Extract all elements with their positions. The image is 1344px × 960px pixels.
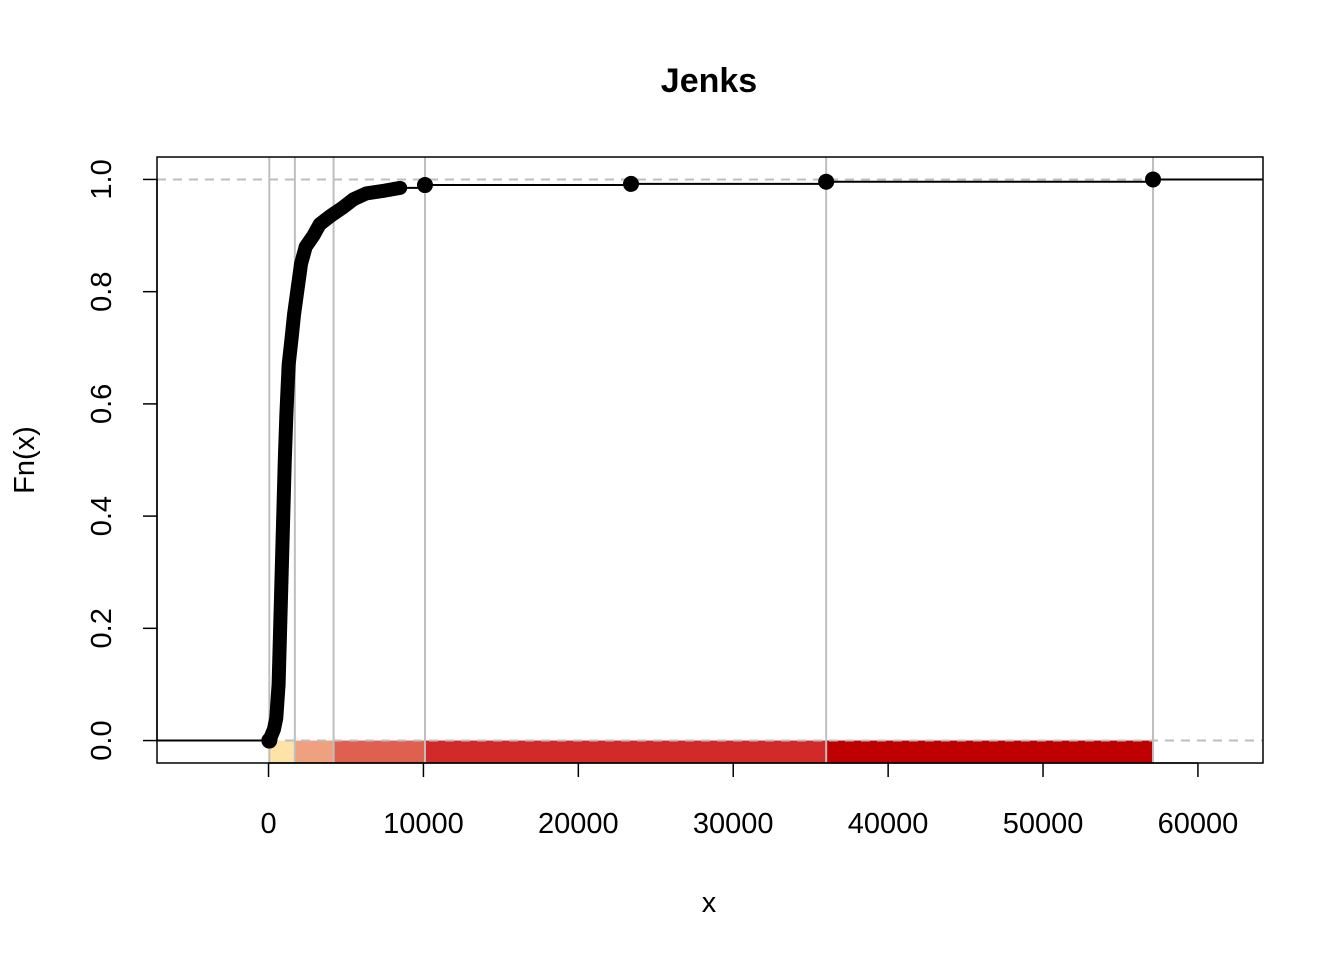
- x-tick-label-5: 50000: [1003, 808, 1084, 840]
- ecdf-points: [261, 171, 1162, 749]
- y-tick-label-3: 0.6: [86, 384, 118, 424]
- y-axis-label: Fn(x): [9, 426, 41, 494]
- class-band-2: [294, 740, 334, 763]
- class-band-5: [826, 740, 1154, 763]
- ecdf-step-lines: [157, 178, 1263, 748]
- class-band-1: [269, 740, 295, 763]
- y-tick-label-5: 1.0: [86, 159, 118, 199]
- data-point-3: [818, 173, 835, 190]
- dense-curve: [262, 180, 408, 748]
- reference-lines: [157, 178, 1263, 742]
- y-tick-label-1: 0.2: [86, 608, 118, 648]
- data-point-1: [416, 177, 433, 194]
- class-band-4: [424, 740, 827, 763]
- x-tick-label-4: 40000: [848, 808, 929, 840]
- axes: 0 10000 20000 30000 40000 50000 60000 0.0 0.2 0.4…: [86, 159, 1238, 840]
- x-tick-label-6: 60000: [1158, 808, 1239, 840]
- x-tick-label-3: 30000: [693, 808, 774, 840]
- chart-title: Jenks: [661, 62, 757, 100]
- class-band-3: [333, 740, 425, 763]
- x-tick-label-1: 10000: [383, 808, 464, 840]
- class-color-bands: [269, 740, 1154, 763]
- data-point-2: [623, 175, 639, 192]
- plot-frame: [156, 156, 1264, 764]
- y-tick-label-0: 0.0: [86, 720, 118, 760]
- y-tick-label-2: 0.4: [86, 496, 118, 536]
- data-point-4: [1145, 171, 1162, 188]
- x-tick-label-2: 20000: [538, 808, 619, 840]
- class-break-lines: [268, 157, 1155, 763]
- x-tick-label-0: 0: [260, 808, 276, 840]
- x-axis-label: x: [702, 887, 717, 919]
- y-tick-label-4: 0.8: [86, 272, 118, 312]
- data-point-first: [261, 732, 278, 749]
